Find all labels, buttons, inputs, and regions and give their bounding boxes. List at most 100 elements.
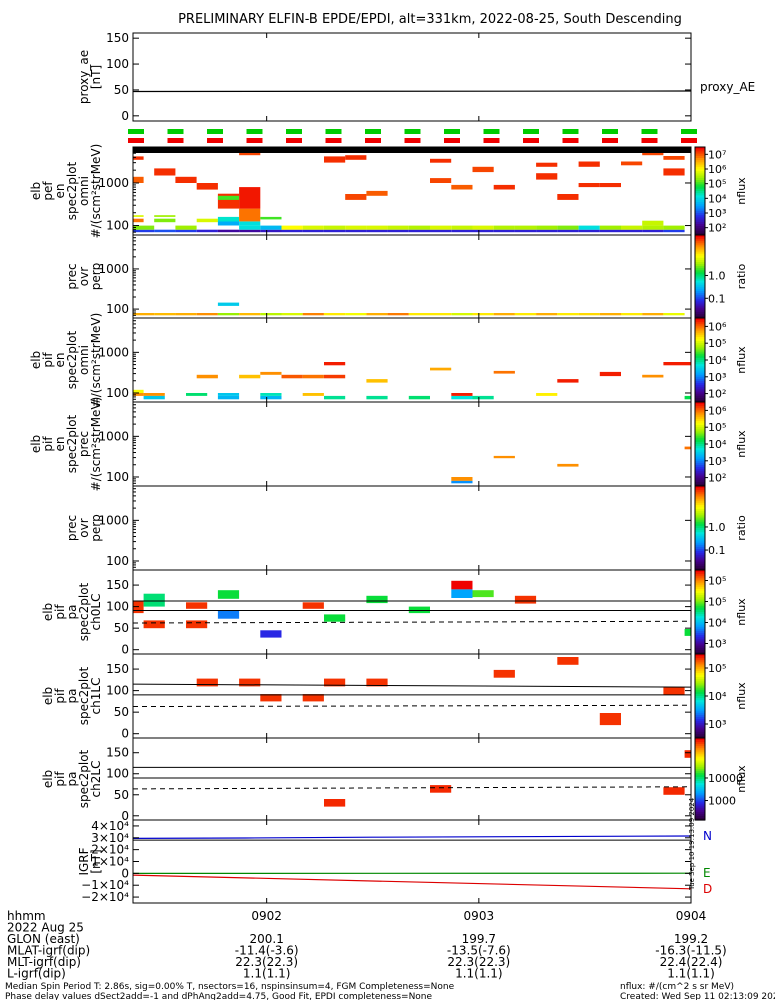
- heatmap-cell: [578, 183, 600, 188]
- colorbar-segment: [695, 717, 705, 720]
- colorbar-segment: [695, 557, 705, 561]
- colorbar-segment: [695, 309, 705, 313]
- y-tick-label: 100: [106, 600, 129, 614]
- colorbar-segment: [695, 153, 705, 157]
- colorbar-segment: [695, 454, 705, 458]
- colorbar-segment: [695, 448, 705, 451]
- colorbar-segment: [695, 450, 705, 453]
- heatmap-cell: [599, 371, 621, 377]
- panel-frame: [132, 819, 692, 904]
- indicator-green: [404, 129, 421, 134]
- y-tick-label: 100: [106, 767, 129, 781]
- colorbar-segment: [695, 809, 705, 813]
- colorbar-segment: [695, 612, 705, 615]
- y-axis-label: proxy_ae: [77, 50, 91, 104]
- colorbar-segment: [695, 731, 705, 735]
- colorbar-segment: [695, 383, 705, 386]
- colorbar-segment: [695, 740, 705, 743]
- colorbar-tick-label: 10⁴: [708, 617, 727, 630]
- colorbar-segment: [695, 721, 705, 724]
- colorbar-segment: [695, 245, 705, 249]
- panels: proxy_AE050100150proxy_ae[nT]1001000elbp…: [29, 31, 755, 904]
- colorbar-segment: [695, 670, 705, 674]
- colorbar-segment: [695, 473, 705, 477]
- colorbar-segment: [695, 372, 705, 376]
- colorbar-segment: [695, 651, 705, 655]
- y-tick-label: 4×10⁴: [91, 819, 129, 833]
- heatmap-cell: [196, 183, 218, 190]
- heatmap-cell: [133, 176, 144, 183]
- y-axis-label: elb: [29, 435, 43, 453]
- colorbar-segment: [695, 213, 705, 216]
- heatmap-cell: [514, 225, 537, 230]
- colorbar-segment: [695, 633, 705, 636]
- colorbar-segment: [695, 637, 705, 640]
- heatmap-cell: [599, 183, 621, 188]
- heatmap-cell: [324, 614, 346, 622]
- colorbar-segment: [695, 582, 705, 586]
- heatmap-cell: [514, 595, 537, 604]
- ephemeris-value: 1.1(1.1): [455, 967, 503, 981]
- colorbar-segment: [695, 151, 705, 155]
- heatmap-cell: [260, 225, 282, 230]
- colorbar-segment: [695, 563, 705, 567]
- colorbar-tick-label: 1000: [708, 795, 736, 808]
- time-tick-label: 0904: [676, 909, 707, 923]
- colorbar-segment: [695, 645, 705, 649]
- colorbar-segment: [695, 160, 705, 163]
- colorbar-segment: [695, 408, 705, 411]
- heatmap-cell: [281, 229, 303, 233]
- y-axis-label: prec: [65, 515, 79, 541]
- heatmap-cell: [239, 225, 261, 230]
- colorbar-segment: [695, 624, 705, 628]
- colorbar-segment: [695, 774, 705, 778]
- time-axis: 0902 0903 0904: [251, 909, 706, 923]
- colorbar-segment: [695, 243, 705, 246]
- ephemeris-value: 22.4(22.4): [660, 955, 723, 969]
- colorbar-segment: [695, 446, 705, 449]
- colorbar-segment: [695, 259, 705, 263]
- heatmap-cell: [557, 657, 579, 665]
- heatmap-cell: [154, 218, 176, 223]
- colorbar-segment: [695, 255, 705, 259]
- heatmap-cell: [133, 225, 155, 230]
- y-tick-label: 2×10⁴: [91, 843, 129, 857]
- colorbar-segment: [695, 735, 705, 739]
- heatmap-cell: [663, 313, 685, 316]
- y-axis-label: omni: [77, 176, 91, 206]
- colorbar-segment: [695, 528, 705, 531]
- y-axis-label: pif: [53, 688, 67, 704]
- colorbar-segment: [695, 366, 705, 369]
- colorbar-segment: [695, 429, 705, 432]
- colorbar-segment: [695, 787, 705, 790]
- colorbar-segment: [695, 509, 705, 512]
- colorbar-segment: [695, 565, 705, 569]
- colorbar-tick-label: 10²: [708, 472, 726, 485]
- colorbar-segment: [695, 286, 705, 290]
- colorbar-tick-label: 10³: [708, 718, 726, 731]
- heatmap-cell: [133, 218, 144, 223]
- colorbar-segment: [695, 483, 705, 487]
- heatmap-cell: [366, 395, 388, 400]
- footer-right-1: nflux: #/(cm^2 s sr MeV): [620, 982, 734, 992]
- colorbar-segment: [695, 534, 705, 537]
- panel-elb_pif_en_omni: 100 1000 elbpifenspec2plotomni#/(scm²strMe…: [29, 313, 692, 407]
- heatmap-cell: [557, 194, 579, 200]
- y-axis-label: spec2plot: [65, 414, 79, 473]
- y-tick-label: 3×10⁴: [91, 831, 129, 845]
- colorbar-segment: [695, 414, 705, 418]
- colorbar-segment: [695, 609, 705, 613]
- heatmap-cell: [239, 374, 261, 379]
- heatmap-cell: [536, 229, 558, 233]
- colorbar-segment: [695, 406, 705, 409]
- y-axis-label: [nT]: [89, 65, 103, 89]
- panel-frame: [132, 737, 692, 821]
- y-axis-label: spec2plot: [65, 161, 79, 220]
- heatmap-cell: [684, 629, 691, 636]
- spin-indicator-bars: [128, 129, 697, 153]
- colorbar-segment: [695, 538, 705, 542]
- colorbar-segment: [695, 712, 705, 716]
- heatmap-cell: [217, 313, 240, 316]
- heatmap-cell: [281, 374, 303, 379]
- heatmap-cell: [536, 313, 558, 316]
